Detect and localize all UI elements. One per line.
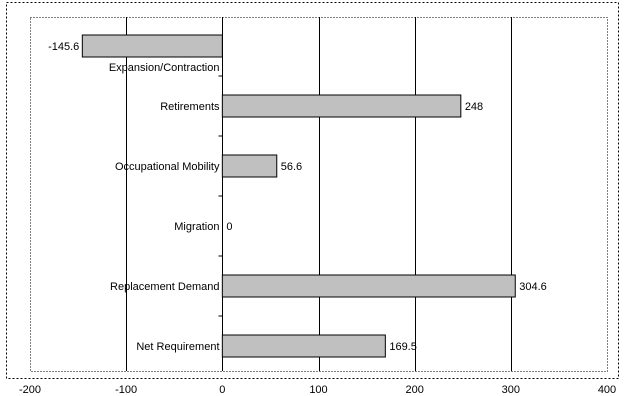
bar [221,94,462,118]
x-tick-label: -200 [19,384,41,396]
category-label: Net Requirement [136,341,219,353]
data-label: 248 [465,101,483,113]
bar [221,274,516,298]
category-label: Expansion/Contraction [109,62,220,74]
data-label: -145.6 [48,41,79,53]
category-label: Migration [174,221,219,233]
bar [221,334,386,358]
x-tick-label: 200 [405,384,423,396]
outer-frame [6,2,619,379]
data-label: 304.6 [519,281,547,293]
x-tick-label: -100 [115,384,137,396]
data-label: 169.5 [389,341,417,353]
category-label: Occupational Mobility [115,161,220,173]
x-tick-label: 100 [309,384,327,396]
bar [221,154,278,178]
x-tick-label: 400 [598,384,616,396]
data-label: 56.6 [281,161,302,173]
x-tick-label: 0 [219,384,225,396]
x-tick-label: 300 [502,384,520,396]
category-label: Retirements [160,101,220,113]
data-label: 0 [226,221,232,233]
bar [81,34,223,58]
category-label: Replacement Demand [110,281,219,293]
